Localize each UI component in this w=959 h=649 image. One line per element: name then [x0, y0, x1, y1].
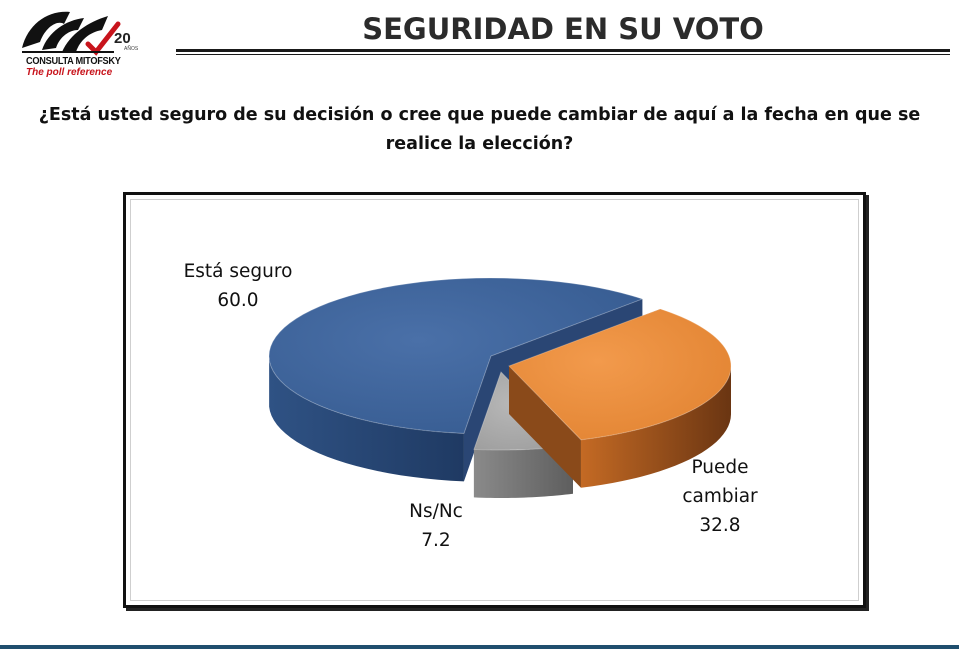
label-esta-seguro-value: 60.0: [217, 290, 259, 311]
brand-name: CONSULTA MITOFSKY: [26, 56, 121, 67]
consulta-mitofsky-logo: 20 AÑOS CONSULTA MITOFSKY The poll refer…: [18, 4, 148, 82]
page-title: SEGURIDAD EN SU VOTO: [362, 12, 764, 46]
question-line-2: realice la elección?: [385, 134, 574, 154]
chart-plot-area: [130, 199, 859, 601]
pie-slice-puede-cambiar-wall: [509, 366, 581, 488]
pie-slice-esta-seguro-wall: [463, 356, 491, 482]
brand-tagline: The poll reference: [26, 67, 113, 78]
title-underline-thin: [176, 54, 950, 55]
label-nsnc: Ns/Nc 7.2: [376, 497, 496, 555]
question-line-1: ¿Está usted seguro de su decisión o cree…: [38, 105, 921, 125]
title-underline: [176, 49, 950, 52]
pie-slice-nsnc-side: [473, 445, 573, 498]
pie-slice-esta-seguro-top: [268, 277, 644, 434]
label-puede-cambiar: Puede cambiar 32.8: [660, 453, 780, 540]
anniversary-number: 20: [114, 30, 131, 47]
pie-slice-puede-cambiar: [508, 308, 732, 488]
pie-slice-esta-seguro-side: [269, 358, 464, 482]
label-nsnc-value: 7.2: [421, 530, 451, 551]
survey-question: ¿Está usted seguro de su decisión o cree…: [20, 101, 939, 159]
label-nsnc-name: Ns/Nc: [409, 501, 463, 522]
label-esta-seguro-name: Está seguro: [183, 261, 293, 282]
anniversary-unit: AÑOS: [124, 46, 139, 52]
brand-mark-icon: [22, 11, 121, 56]
label-puede-cambiar-value: 32.8: [699, 515, 741, 536]
footer-bar: [0, 645, 959, 649]
pie-slice-puede-cambiar-side: [580, 366, 731, 488]
label-puede-cambiar-line2: cambiar: [682, 486, 758, 507]
label-puede-cambiar-line1: Puede: [691, 457, 749, 478]
pie-slice-puede-cambiar-top: [508, 308, 732, 441]
label-esta-seguro: Está seguro 60.0: [168, 257, 308, 315]
